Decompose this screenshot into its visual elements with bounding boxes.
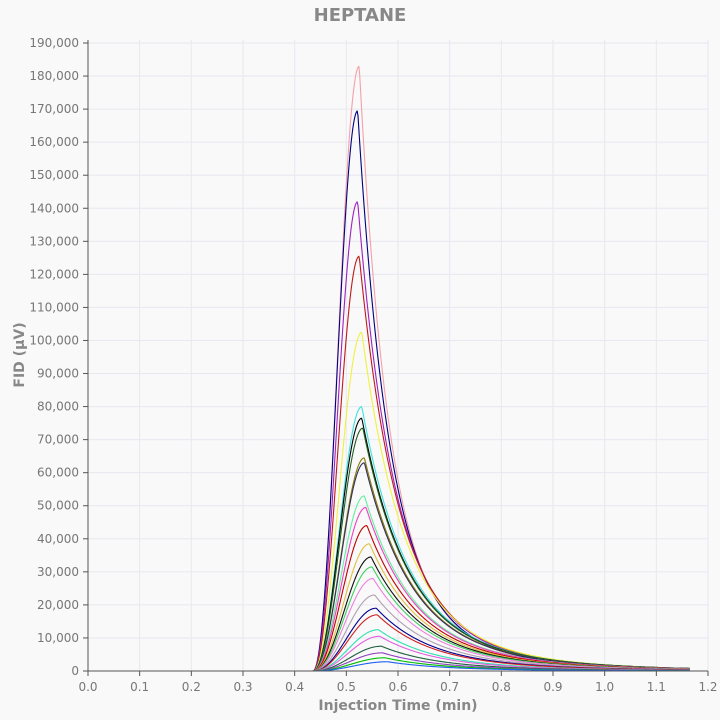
x-tick-label: 0.1 xyxy=(130,680,149,694)
x-tick-label: 1.2 xyxy=(698,680,717,694)
y-axis-title: FID (µV) xyxy=(12,322,28,387)
x-tick-label: 0.8 xyxy=(492,680,511,694)
y-tick-label: 100,000 xyxy=(29,333,79,347)
y-tick-label: 30,000 xyxy=(37,565,79,579)
x-tick-label: 0.6 xyxy=(388,680,407,694)
x-tick-label: 1.1 xyxy=(647,680,666,694)
y-tick-label: 140,000 xyxy=(29,201,79,215)
y-tick-label: 40,000 xyxy=(37,532,79,546)
x-axis-title: Injection Time (min) xyxy=(318,698,477,714)
y-tick-label: 110,000 xyxy=(29,300,79,314)
x-tick-label: 1.0 xyxy=(595,680,614,694)
series-line-10 xyxy=(88,462,690,672)
y-tick-label: 150,000 xyxy=(29,168,79,182)
x-tick-label: 0.0 xyxy=(78,680,97,694)
y-tick-label: 90,000 xyxy=(37,367,79,381)
x-tick-label: 0.4 xyxy=(285,680,304,694)
series-line-12 xyxy=(88,506,690,672)
y-tick-label: 80,000 xyxy=(37,400,79,414)
series-group xyxy=(88,65,690,672)
y-ticks: 0 10,000 20,000 30,000 40,000 50,000 60,000 70,… xyxy=(29,36,88,678)
series-line-20 xyxy=(88,614,690,672)
series-line-14 xyxy=(88,543,690,672)
series-line-4 xyxy=(88,255,690,672)
series-line-16 xyxy=(88,566,690,672)
y-tick-label: 180,000 xyxy=(29,69,79,83)
x-tick-label: 0.3 xyxy=(233,680,252,694)
y-tick-label: 130,000 xyxy=(29,234,79,248)
y-tick-label: 60,000 xyxy=(37,466,79,480)
x-tick-label: 0.9 xyxy=(543,680,562,694)
x-tick-label: 0.5 xyxy=(337,680,356,694)
y-tick-label: 120,000 xyxy=(29,267,79,281)
y-tick-label: 190,000 xyxy=(29,36,79,50)
y-tick-label: 50,000 xyxy=(37,499,79,513)
x-tick-label: 0.7 xyxy=(440,680,459,694)
x-ticks: 0.0 0.1 0.2 0.3 0.4 0.5 0.6 0.7 0.8 0.9 1.0 1.1 1.2 xyxy=(78,671,718,694)
y-tick-label: 170,000 xyxy=(29,102,79,116)
series-line-18 xyxy=(88,594,690,672)
series-line-2 xyxy=(88,110,690,672)
y-tick-label: 0 xyxy=(71,664,79,678)
series-line-11 xyxy=(88,495,690,672)
y-tick-label: 160,000 xyxy=(29,135,79,149)
y-tick-label: 70,000 xyxy=(37,433,79,447)
y-tick-label: 20,000 xyxy=(37,598,79,612)
y-tick-label: 10,000 xyxy=(37,631,79,645)
chart-title: HEPTANE xyxy=(314,5,407,26)
x-tick-label: 0.2 xyxy=(182,680,201,694)
